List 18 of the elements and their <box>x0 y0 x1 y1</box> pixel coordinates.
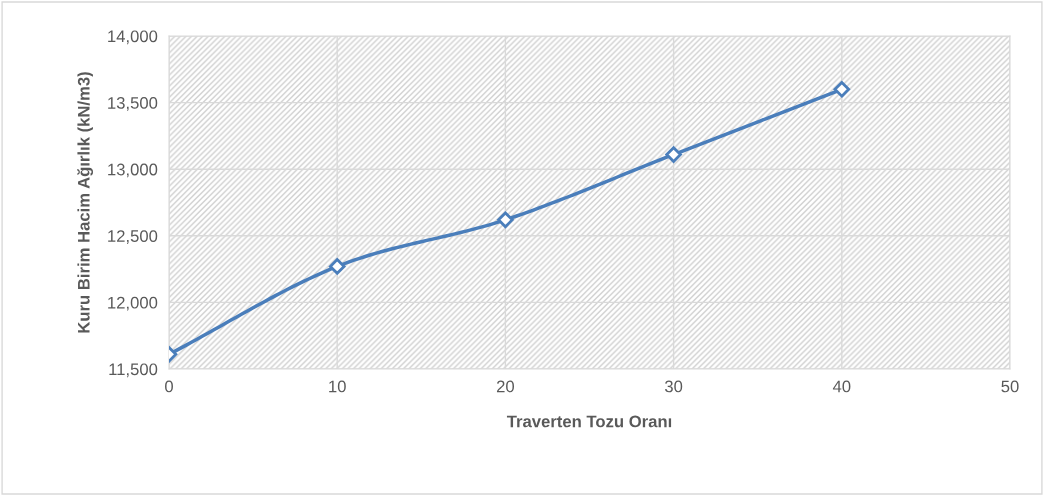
x-tick-label: 10 <box>329 380 346 393</box>
y-tick-label: 12,500 <box>108 230 158 244</box>
point <box>833 81 851 98</box>
y-tick-label: 13,500 <box>108 97 158 111</box>
point <box>665 146 682 163</box>
x-tick-label: 40 <box>832 380 851 393</box>
point <box>497 211 514 229</box>
x-tick-label: 30 <box>664 380 683 393</box>
y-tick-label: 13,000 <box>108 163 158 178</box>
y-tick-label: 12,000 <box>108 296 158 311</box>
y-tick-label: 11,500 <box>109 363 158 378</box>
x-tick-label: 20 <box>496 380 515 393</box>
y-axis-title: Kuru Birim Hacim Ağırlık (kN/m3) <box>77 72 94 333</box>
y-tick-label: 14,000 <box>108 30 158 45</box>
x-tick-label: 50 <box>1001 380 1019 393</box>
x-axis-title: Traverten Tozu Oranı <box>506 415 672 428</box>
x-tick-label: 0 <box>165 380 173 393</box>
point <box>328 258 346 275</box>
